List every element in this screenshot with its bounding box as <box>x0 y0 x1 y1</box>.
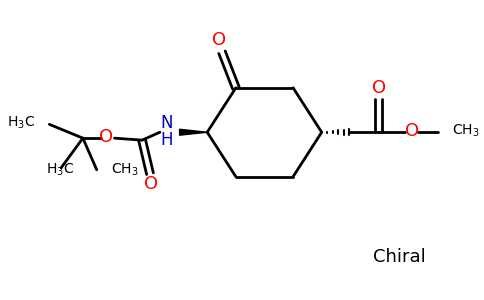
Text: O: O <box>406 122 420 140</box>
Text: H$_3$C: H$_3$C <box>46 161 74 178</box>
Text: H$_3$C: H$_3$C <box>7 114 35 130</box>
Text: CH$_3$: CH$_3$ <box>452 123 480 140</box>
Text: O: O <box>99 128 113 146</box>
Text: O: O <box>212 32 226 50</box>
Text: O: O <box>144 175 158 193</box>
Polygon shape <box>180 129 207 135</box>
Text: CH$_3$: CH$_3$ <box>110 161 138 178</box>
Text: Chiral: Chiral <box>373 248 426 266</box>
Text: O: O <box>372 79 386 97</box>
Text: N
H: N H <box>161 114 173 148</box>
